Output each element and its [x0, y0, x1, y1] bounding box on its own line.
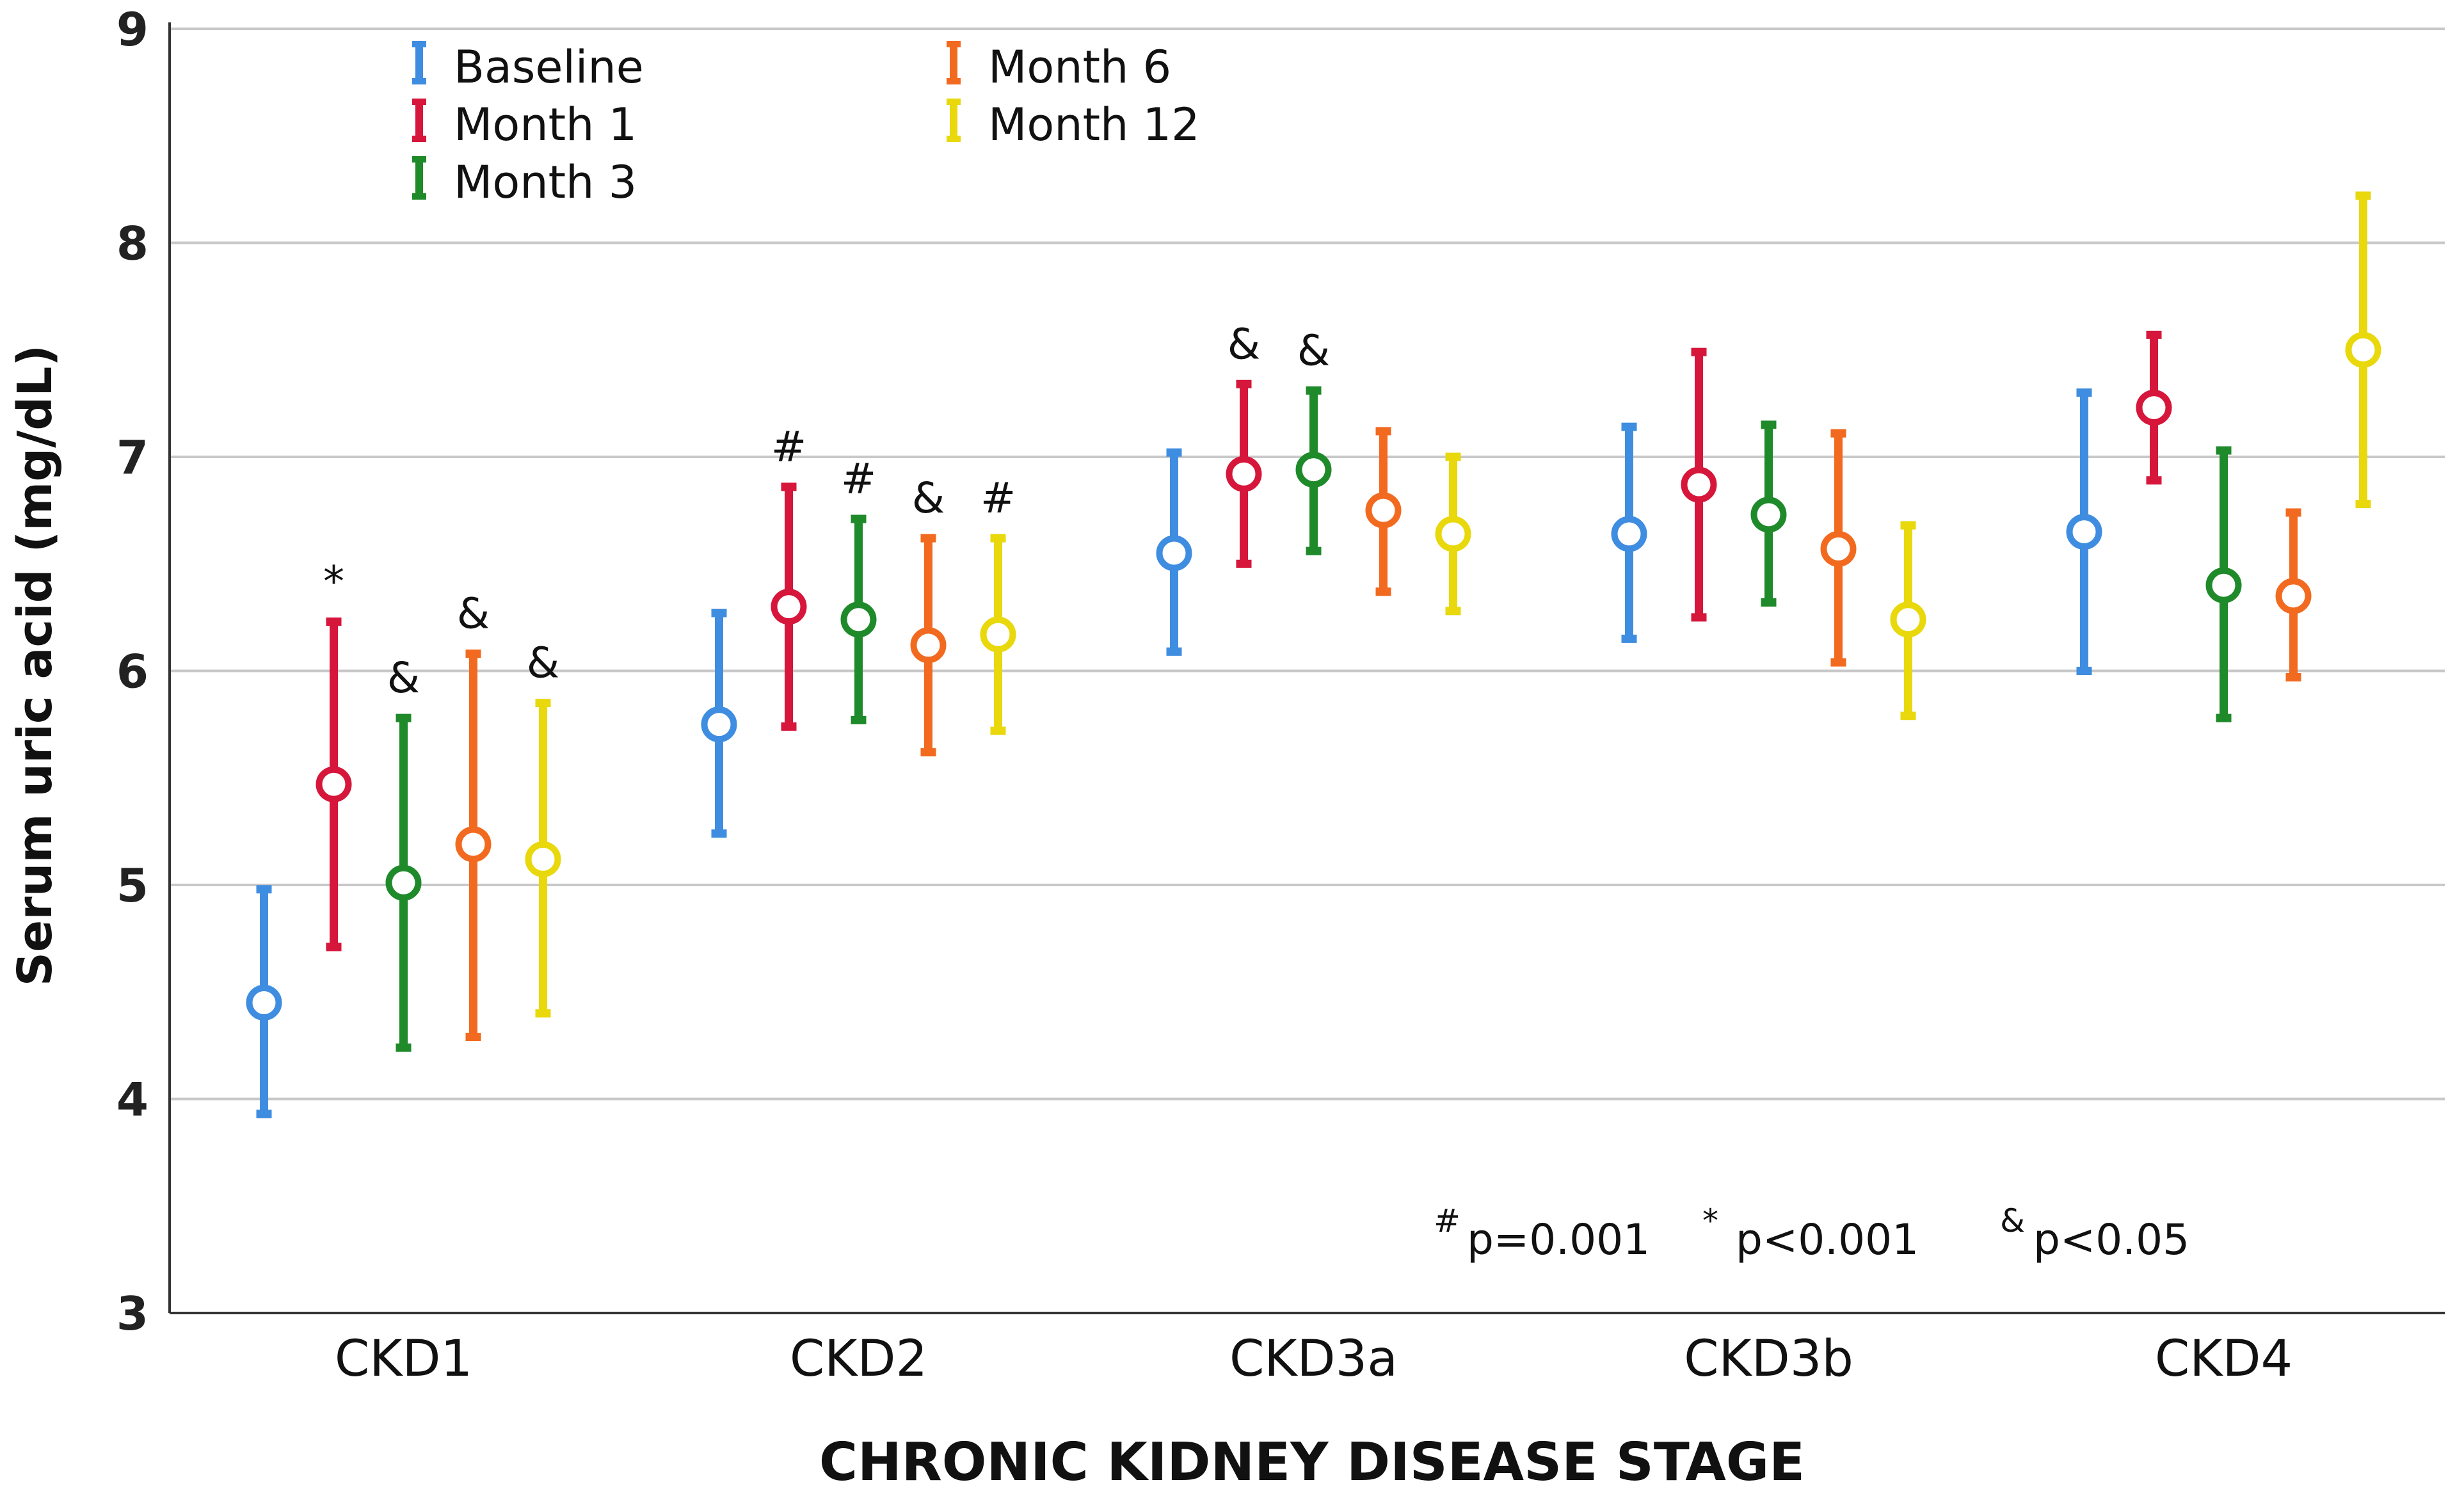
legend-label: Month 3	[454, 156, 637, 209]
mean-point	[1750, 497, 1787, 533]
mean-point	[246, 984, 282, 1021]
note-text: p<0.05	[2033, 1215, 2189, 1264]
mean-point	[1611, 516, 1647, 552]
legend-item: Month 3	[412, 156, 637, 209]
mean-point	[1365, 492, 1402, 529]
y-tick-label: 3	[116, 1287, 148, 1341]
x-category-labels: CKD1 CKD2 CKD3a CKD3b CKD4	[335, 1330, 2292, 1388]
mean-point	[2205, 567, 2242, 603]
significance-mark: &	[912, 473, 945, 523]
legend-label: Month 12	[988, 99, 1200, 151]
y-tick-label: 4	[116, 1073, 148, 1127]
note-symbol: *	[1702, 1202, 1718, 1239]
significance-note: * p<0.001	[1702, 1202, 1919, 1264]
x-axis-title: CHRONIC KIDNEY DISEASE STAGE	[819, 1432, 1805, 1493]
mean-point	[316, 766, 352, 802]
mean-point	[701, 706, 737, 743]
significance-mark: &	[457, 589, 490, 639]
y-tick-label: 7	[116, 431, 148, 484]
significance-mark: #	[980, 473, 1016, 523]
legend-label: Month 1	[454, 99, 637, 151]
significance-note: & p<0.05	[2000, 1202, 2189, 1264]
legend-item: Month 6	[947, 41, 1171, 93]
legend-label: Baseline	[454, 41, 644, 93]
mean-point	[2136, 390, 2172, 426]
significance-note: # p=0.001	[1434, 1202, 1650, 1264]
mean-point	[910, 627, 947, 664]
significance-mark: *	[323, 557, 344, 607]
significance-notes: # p=0.001 * p<0.001 & p<0.05	[1434, 1202, 2189, 1264]
y-tick-label: 9	[116, 3, 148, 56]
mean-point	[980, 616, 1016, 653]
x-category-label: CKD1	[335, 1330, 472, 1388]
mean-point	[455, 826, 492, 863]
x-category-label: CKD3b	[1684, 1330, 1853, 1388]
legend-item: Baseline	[412, 41, 644, 93]
x-category-label: CKD2	[790, 1330, 927, 1388]
data-marks: *#&&#&&&&#	[246, 191, 2381, 1118]
grid-lines	[170, 28, 2445, 1101]
significance-mark: &	[1228, 319, 1260, 369]
mean-point	[2345, 331, 2381, 368]
mean-point	[1820, 530, 1857, 567]
y-axis-title: Serum uric acid (mg/dL)	[8, 345, 63, 986]
mean-point	[385, 864, 422, 901]
mean-point	[1681, 466, 1717, 503]
significance-mark: #	[771, 422, 806, 472]
legend-item: Month 1	[412, 99, 637, 151]
significance-mark: &	[387, 653, 420, 703]
y-tick-label: 8	[116, 217, 148, 271]
mean-point	[1226, 456, 1262, 492]
significance-mark: #	[841, 454, 876, 504]
significance-mark: &	[527, 639, 559, 688]
mean-point	[1890, 601, 1926, 638]
note-symbol: &	[2000, 1202, 2025, 1239]
mean-point	[1156, 535, 1192, 571]
mean-point	[525, 841, 561, 877]
mean-point	[2066, 514, 2102, 550]
y-tick-label: 6	[116, 645, 148, 699]
mean-point	[1295, 452, 1332, 488]
y-tick-labels: 3 4 5 6 7 8 9	[116, 3, 148, 1341]
legend-label: Month 6	[988, 41, 1171, 93]
mean-point	[840, 601, 877, 638]
axes	[168, 22, 2445, 1314]
note-text: p=0.001	[1467, 1215, 1650, 1264]
x-category-label: CKD4	[2155, 1330, 2292, 1388]
mean-point	[1435, 516, 1471, 552]
significance-mark: &	[1297, 326, 1330, 375]
mean-point	[2275, 578, 2312, 614]
note-symbol: #	[1434, 1202, 1460, 1239]
x-category-label: CKD3a	[1229, 1330, 1398, 1388]
mean-point	[771, 589, 807, 625]
note-text: p<0.001	[1736, 1215, 1919, 1264]
y-tick-label: 5	[116, 859, 148, 912]
legend-item: Month 12	[947, 99, 1200, 151]
